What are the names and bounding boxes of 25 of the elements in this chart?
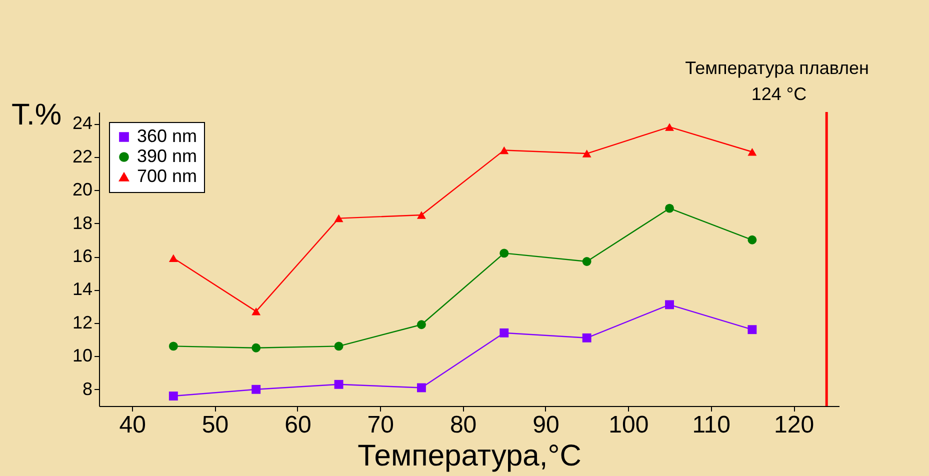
- text: Температура плавлен: [685, 58, 869, 78]
- x-tick-label: 70: [367, 412, 394, 438]
- y-tick-label: 20: [72, 180, 92, 200]
- x-tick-label: 110: [692, 412, 730, 438]
- y-tick-label: 16: [72, 246, 92, 266]
- y-tick-label: 14: [72, 279, 92, 300]
- y-axis-title: T.%: [11, 98, 62, 132]
- y-tick-label: 24: [72, 113, 92, 134]
- x-tick-label: 80: [450, 412, 477, 438]
- legend-label: 700 nm: [137, 166, 198, 186]
- x-tick-label: 50: [202, 412, 229, 438]
- legend-label: 390 nm: [137, 146, 198, 166]
- x-tick-label: 100: [608, 412, 649, 438]
- x-tick-label: 120: [774, 412, 814, 438]
- x-tick-label: 60: [284, 412, 312, 438]
- y-tick-label: 12: [72, 312, 92, 332]
- y-tick-label: 8: [82, 378, 92, 399]
- y-tick-label: 10: [72, 346, 92, 366]
- y-tick-label: 22: [72, 146, 92, 166]
- legend-label: 360 nm: [137, 126, 198, 146]
- y-tick-label: 18: [72, 212, 92, 233]
- x-tick-label: 40: [119, 412, 146, 438]
- x-tick-label: 90: [532, 412, 560, 438]
- ref-line-label: 124 °C: [751, 84, 807, 104]
- x-axis-title: Температура,°C: [358, 440, 582, 472]
